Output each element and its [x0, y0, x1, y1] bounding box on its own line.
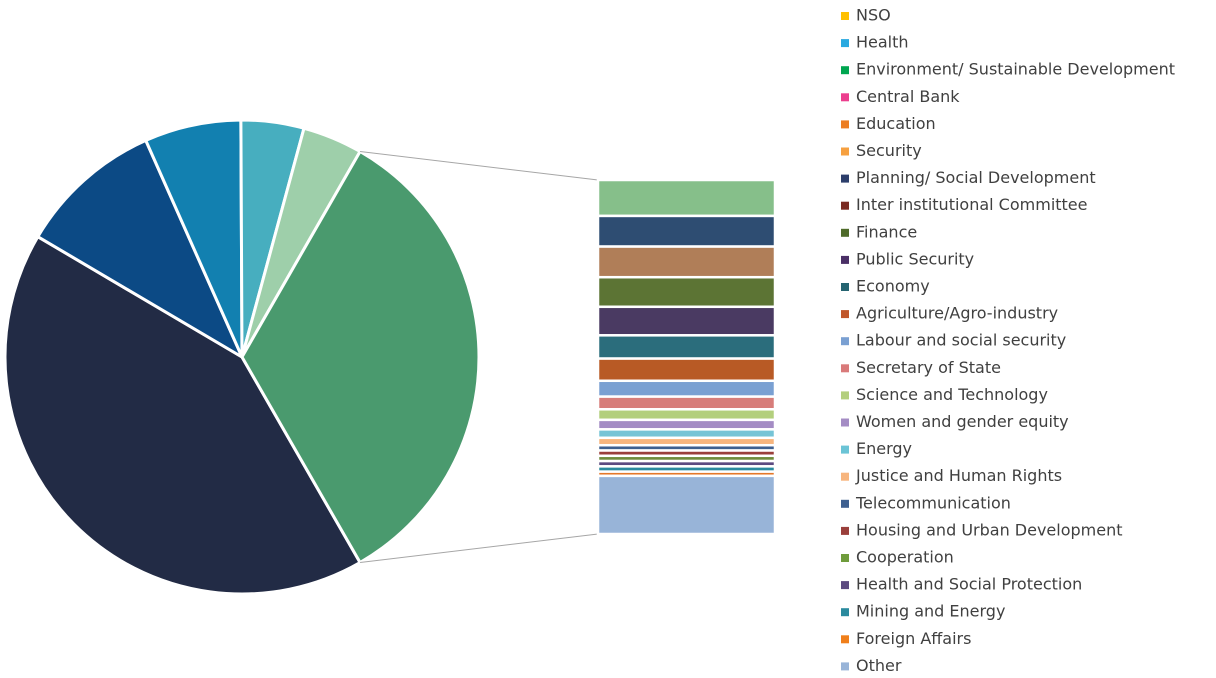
legend-label: Economy [856, 277, 930, 296]
legend-swatch [841, 66, 849, 75]
legend-swatch [841, 201, 849, 210]
legend-swatch [841, 364, 849, 373]
legend-swatch [841, 174, 849, 183]
legend-swatch [841, 391, 849, 400]
legend-label: Environment/ Sustainable Development [856, 60, 1175, 79]
legend-swatch [841, 418, 849, 427]
bar-segment [596, 379, 777, 398]
bar-segment [596, 474, 777, 536]
legend-swatch [841, 526, 849, 535]
legend-swatch [841, 228, 849, 237]
legend-label: Energy [856, 439, 912, 458]
bar-segment [596, 214, 777, 248]
legend-label: Science and Technology [856, 385, 1048, 404]
legend-swatch [841, 635, 849, 644]
legend-swatch [841, 554, 849, 562]
legend-label: Inter institutional Committee [856, 195, 1088, 214]
legend-label: NSO [856, 6, 891, 25]
legend-swatch [841, 120, 849, 129]
bar-segment [596, 408, 777, 422]
legend-swatch [841, 147, 849, 156]
legend-label: Planning/ Social Development [856, 168, 1096, 187]
bar-segment [596, 334, 777, 360]
bar-segment [596, 305, 777, 337]
legend-swatch [841, 337, 849, 346]
bar-segment [596, 357, 777, 383]
bar-segment [596, 428, 777, 440]
connector-line [360, 533, 599, 563]
legend-swatch [841, 255, 849, 264]
legend-label: Central Bank [856, 87, 960, 106]
legend-label: Telecommunication [855, 493, 1011, 512]
legend-label: Housing and Urban Development [856, 520, 1123, 539]
bar-segment [596, 275, 777, 309]
legend-label: Mining and Energy [856, 602, 1005, 621]
bar-segment [596, 245, 777, 279]
pie-group-slice [240, 149, 481, 565]
legend-swatch [841, 662, 849, 671]
legend-swatch [841, 283, 849, 291]
legend-swatch [841, 499, 849, 508]
bar-segment [596, 395, 777, 411]
legend-label: Public Security [856, 249, 974, 268]
legend-swatch [841, 581, 849, 590]
pie-slice [3, 234, 363, 596]
legend-swatch [841, 12, 849, 20]
legend-label: Secretary of State [856, 358, 1001, 377]
legend-label: Finance [856, 222, 917, 241]
legend-label: Education [856, 114, 936, 133]
legend-swatch [841, 608, 849, 617]
legend-label: Health and Social Protection [856, 575, 1082, 594]
legend-label: Labour and social security [856, 331, 1066, 350]
connector-line [360, 151, 599, 181]
legend-label: Women and gender equity [856, 412, 1069, 431]
legend-swatch [841, 445, 849, 454]
legend-swatch [841, 39, 849, 48]
bar-segment [596, 178, 777, 218]
bar-segment [596, 418, 777, 431]
legend-label: Agriculture/Agro-industry [856, 304, 1058, 323]
legend-label: Security [856, 141, 922, 160]
legend-swatch [841, 472, 849, 481]
legend-label: Justice and Human Rights [855, 466, 1062, 485]
legend-label: Cooperation [856, 548, 954, 567]
legend-label: Health [856, 33, 909, 52]
legend-label: Other [856, 656, 902, 675]
legend-label: Foreign Affairs [856, 629, 971, 648]
legend-swatch [841, 93, 849, 102]
legend-swatch [841, 310, 849, 319]
pie-slice [35, 138, 246, 361]
